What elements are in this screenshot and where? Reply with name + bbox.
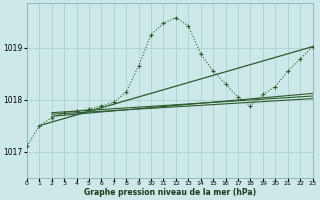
X-axis label: Graphe pression niveau de la mer (hPa): Graphe pression niveau de la mer (hPa) bbox=[84, 188, 256, 197]
